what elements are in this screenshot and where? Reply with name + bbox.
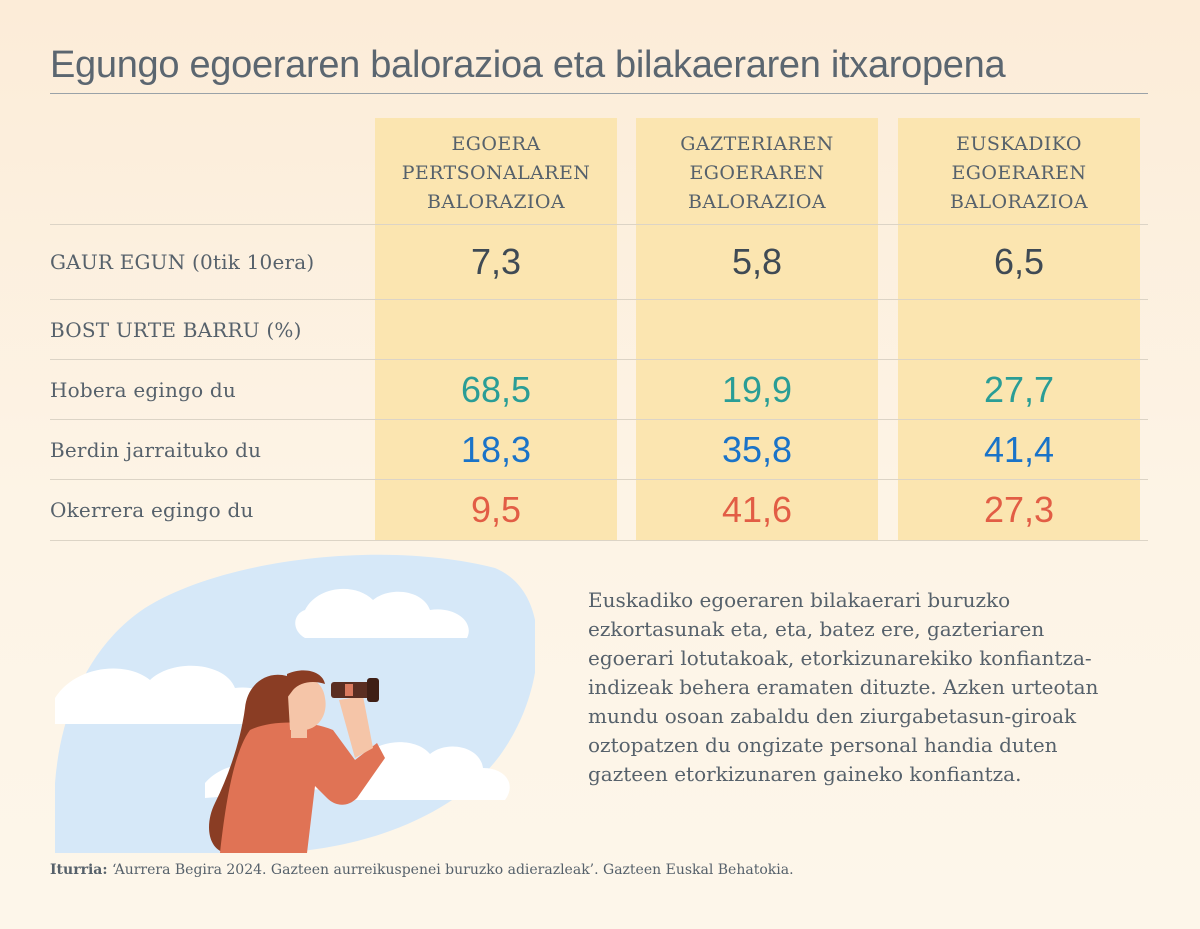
binoculars-lens-icon (367, 678, 379, 702)
column-header-line: BALORAZIOA (427, 191, 565, 213)
illustration-svg (55, 554, 535, 853)
hair-front-icon (287, 670, 325, 698)
cell-worse-youth: 41,6 (721, 489, 793, 530)
column-header-line: GAZTERIAREN (680, 133, 834, 155)
row-divider (50, 359, 1148, 360)
row-label-today: GAUR EGUN (0tik 10era) (50, 250, 315, 274)
cell-same-youth: 35,8 (721, 429, 793, 470)
column-header-line: BALORAZIOA (950, 191, 1088, 213)
source-note: Iturria: ‘Aurrera Begira 2024. Gazteen a… (50, 862, 794, 878)
sweater-icon (220, 722, 385, 853)
column-header-line: EGOERA (451, 133, 541, 155)
cell-better-youth: 19,9 (721, 369, 793, 410)
chart-title: Egungo egoeraren balorazioa eta bilakaer… (50, 44, 1006, 86)
cell-today-personal: 7,3 (470, 241, 522, 282)
row-label-five-years: BOST URTE BARRU (%) (50, 318, 302, 342)
cell-better-personal: 68,5 (460, 369, 532, 410)
row-label-same: Berdin jarraituko du (50, 438, 262, 462)
row-divider (50, 479, 1148, 480)
cell-same-euskadi: 41,4 (983, 429, 1055, 470)
column-header-line: EUSKADIKO (956, 133, 1082, 155)
description-paragraph: Euskadiko egoeraren bilakaerari buruzko … (588, 588, 1099, 786)
column-background-personal (375, 118, 617, 540)
cloud-icon (55, 665, 279, 724)
column-header-line: EGOERAREN (951, 162, 1087, 184)
source-label: Iturria: (50, 862, 108, 878)
column-header-youth: GAZTERIAREN EGOERAREN BALORAZIOA (636, 130, 878, 217)
cell-worse-personal: 9,5 (470, 489, 522, 530)
column-background-youth (636, 118, 878, 540)
cell-same-personal: 18,3 (460, 429, 532, 470)
cell-today-euskadi: 6,5 (993, 241, 1045, 282)
column-header-line: PERTSONALAREN (401, 162, 591, 184)
face-icon (287, 676, 326, 730)
cloud-icon (345, 742, 510, 800)
row-divider (50, 224, 1148, 225)
hand-icon (339, 696, 373, 758)
row-divider (50, 419, 1148, 420)
binoculars-ring-icon (345, 684, 353, 696)
row-label-better: Hobera egingo du (50, 378, 236, 402)
column-background-euskadi (898, 118, 1140, 540)
row-divider (50, 299, 1148, 300)
source-text: ‘Aurrera Begira 2024. Gazteen aurreikusp… (107, 862, 794, 878)
neck-icon (291, 720, 307, 738)
cell-better-euskadi: 27,7 (983, 369, 1055, 410)
title-divider (50, 93, 1148, 94)
column-header-line: BALORAZIOA (688, 191, 826, 213)
cell-today-youth: 5,8 (731, 241, 783, 282)
column-header-euskadi: EUSKADIKO EGOERAREN BALORAZIOA (898, 130, 1140, 217)
column-header-personal: EGOERA PERTSONALAREN BALORAZIOA (375, 130, 617, 217)
column-header-line: EGOERAREN (689, 162, 825, 184)
binoculars-woman-illustration (55, 548, 535, 853)
cloud-icon (295, 588, 469, 638)
row-label-worse: Okerrera egingo du (50, 498, 254, 522)
cell-worse-euskadi: 27,3 (983, 489, 1055, 530)
row-divider (50, 540, 1148, 541)
